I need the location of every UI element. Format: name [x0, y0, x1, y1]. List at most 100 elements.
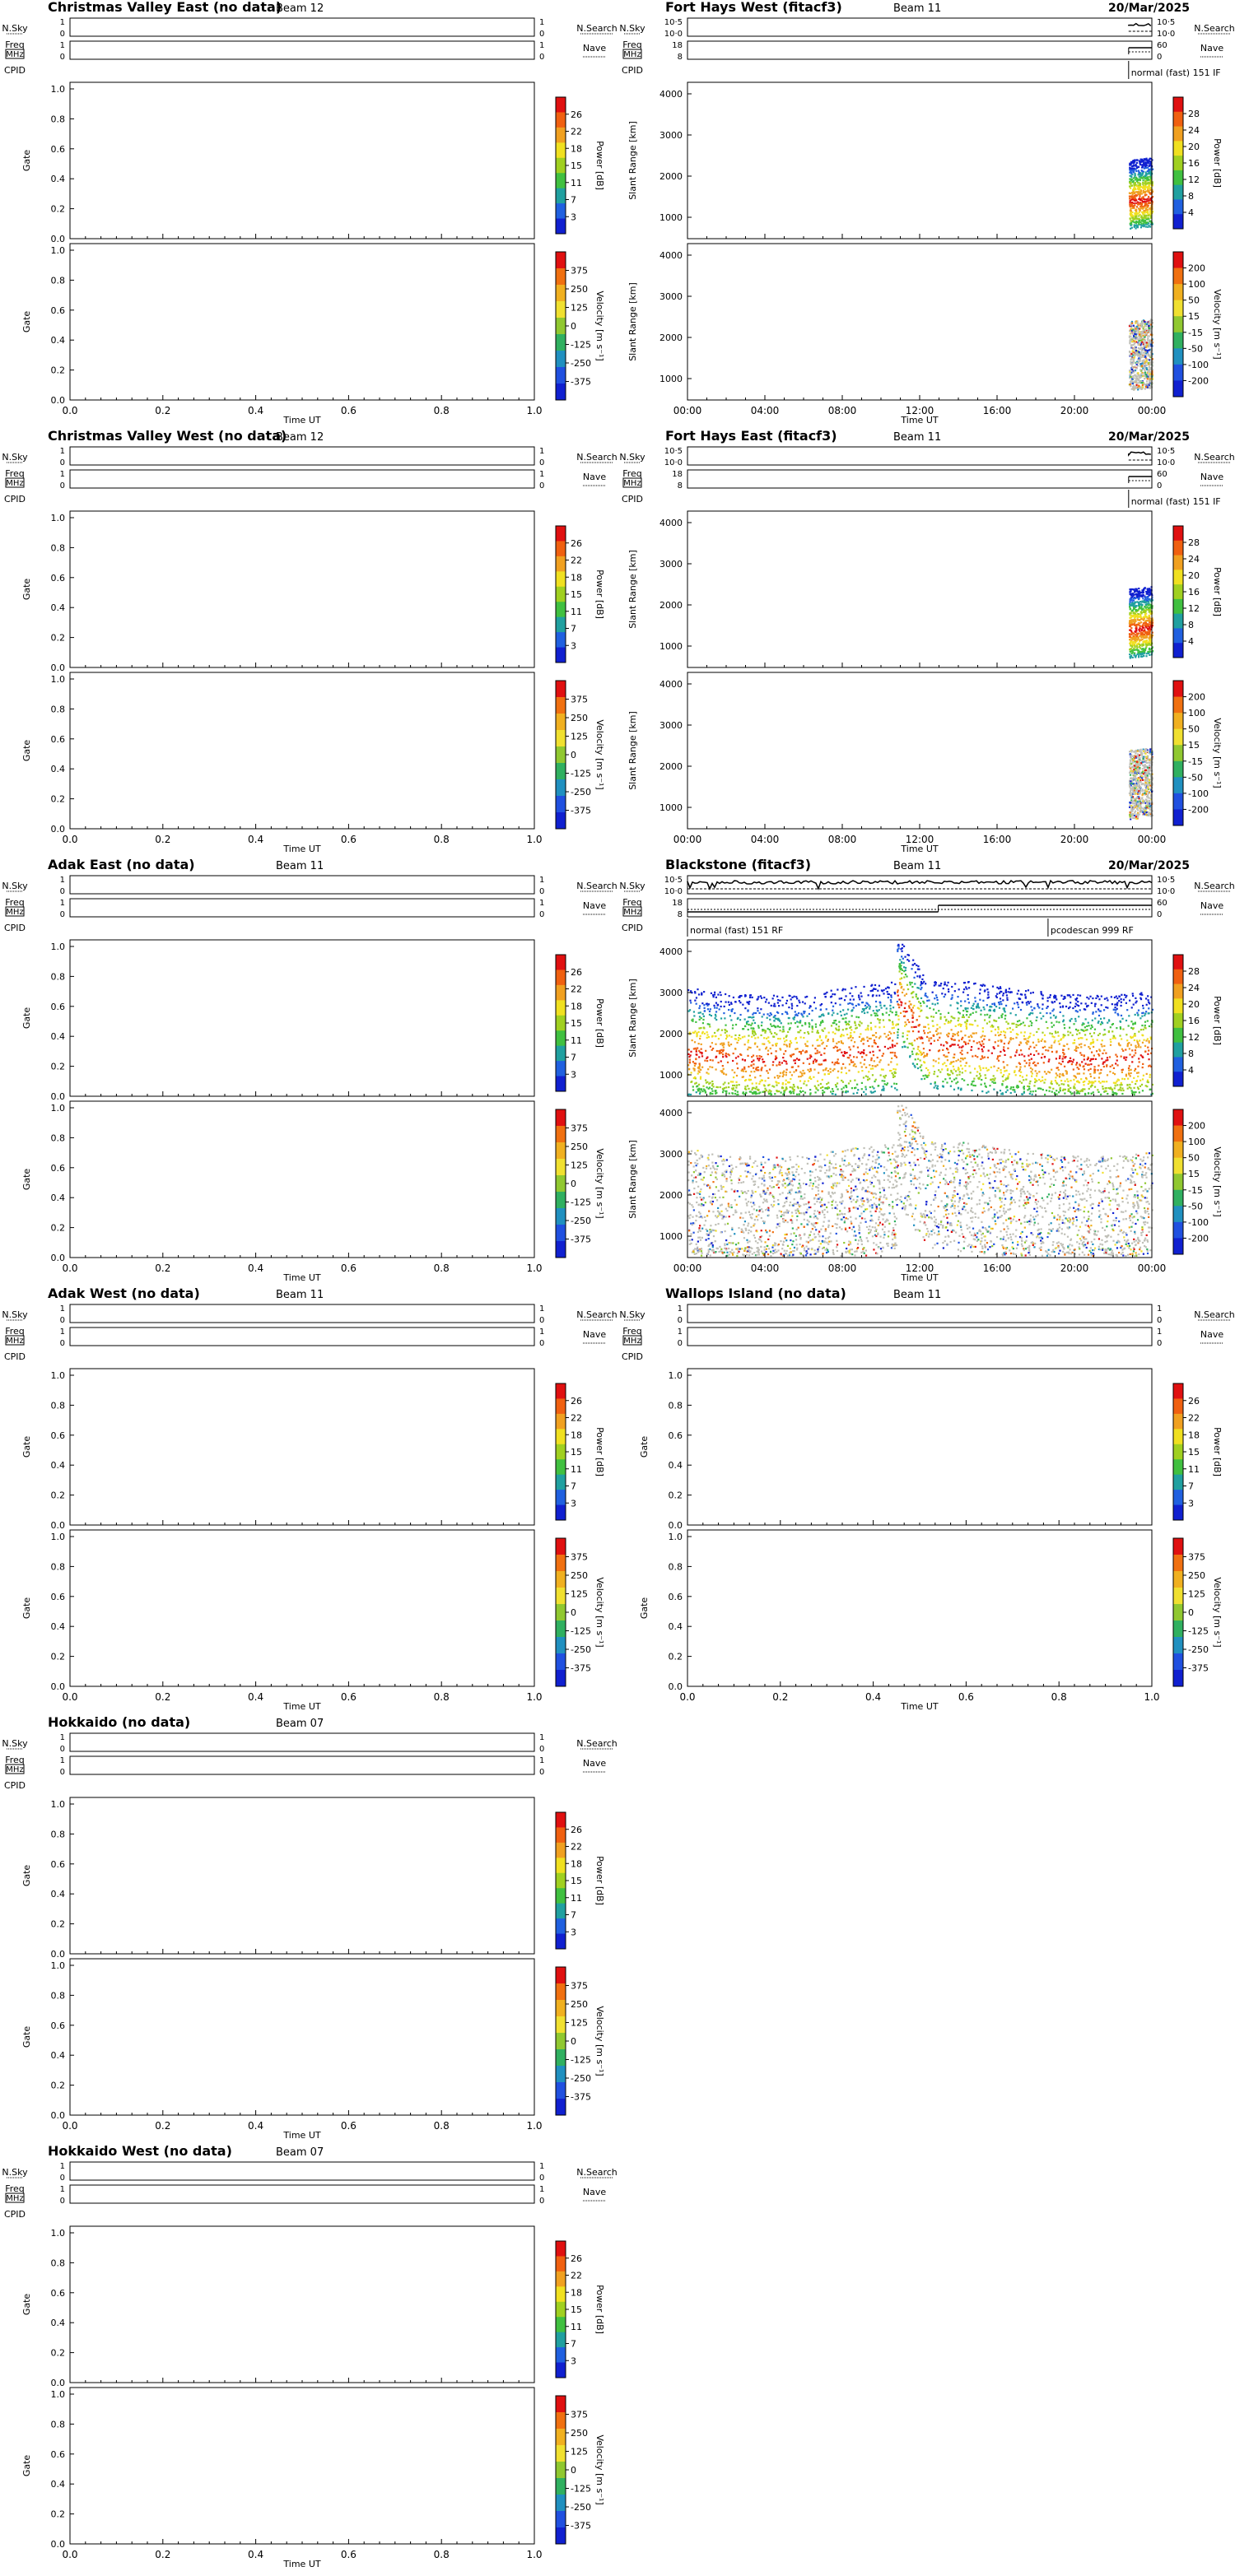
power-scatter-point	[1143, 644, 1144, 646]
gate-axis-label: Gate	[21, 150, 32, 172]
power-scatter-point	[709, 1011, 711, 1012]
velocity-colorbar-tick-label: 375	[571, 1123, 588, 1134]
power-scatter-point	[878, 1022, 880, 1024]
freq-strip	[70, 470, 534, 488]
power-scatter-point	[1103, 1017, 1105, 1019]
power-scatter-point	[959, 1071, 961, 1072]
velocity-scatter-point	[1142, 788, 1144, 790]
velocity-scatter-point	[1144, 790, 1145, 792]
power-scatter-point	[776, 1064, 777, 1066]
power-scatter-point	[832, 1006, 834, 1007]
power-scatter-point	[1147, 198, 1149, 199]
power-scatter-point	[1089, 1048, 1091, 1049]
power-scatter-point	[1046, 1007, 1047, 1009]
power-colorbar-tick-label: 24	[1188, 554, 1200, 565]
velocity-scatter-point	[1149, 378, 1151, 379]
velocity-scatter-point	[1149, 779, 1150, 781]
power-scatter-point	[1145, 226, 1147, 227]
power-scatter-point	[1142, 653, 1144, 654]
power-colorbar-tick-label: 18	[571, 572, 582, 583]
velocity-scatter-point	[1132, 329, 1134, 331]
power-scatter-point	[1029, 1001, 1031, 1002]
power-scatter-point	[729, 995, 730, 997]
velocity-scatter-point	[1136, 352, 1138, 354]
power-scatter-point	[1143, 622, 1144, 624]
power-scatter-point	[1017, 1003, 1018, 1005]
power-scatter-point	[1141, 198, 1143, 199]
power-scatter-point	[770, 1048, 771, 1049]
power-scatter-point	[1133, 644, 1135, 646]
power-scatter-point	[1034, 1081, 1036, 1083]
power-scatter-point	[1130, 220, 1132, 221]
power-scatter-point	[1028, 1055, 1029, 1057]
power-scatter-point	[905, 974, 906, 975]
power-scatter-point	[929, 1031, 930, 1033]
power-scatter-point	[1130, 627, 1132, 629]
power-colorbar-tick-label: 15	[571, 589, 582, 600]
velocity-colorbar-tick-label: 0	[571, 750, 576, 760]
velocity-colorbar-label: Velocity [m s⁻¹]	[594, 291, 605, 360]
power-scatter-point	[703, 1004, 705, 1006]
power-scatter-point	[725, 1032, 726, 1034]
power-scatter-point	[1141, 220, 1143, 221]
power-scatter-point	[708, 1036, 710, 1038]
power-scatter-point	[1139, 196, 1140, 198]
power-scatter-point	[1107, 999, 1108, 1001]
power-scatter-point	[832, 1014, 833, 1016]
gate-tick-label: 0.0	[51, 234, 66, 244]
power-scatter-point	[1144, 1021, 1146, 1023]
power-scatter-point	[837, 1071, 839, 1072]
power-scatter-point	[747, 1049, 748, 1050]
freq-strip	[687, 899, 1152, 917]
power-scatter-point	[1149, 617, 1150, 619]
power-scatter-point	[698, 1007, 700, 1009]
beam-label: Beam 12	[276, 2, 324, 15]
panel-title: Fort Hays West (fitacf3)	[665, 0, 842, 15]
power-scatter-point	[1131, 227, 1133, 229]
power-scatter-point	[1138, 598, 1139, 600]
power-scatter-point	[1113, 1009, 1115, 1011]
velocity-scatter-point	[1148, 344, 1149, 346]
power-scatter-point	[1042, 1080, 1043, 1081]
nsky-label: N.Sky	[619, 452, 645, 463]
power-scatter-point	[1139, 176, 1140, 178]
power-scatter-point	[855, 986, 856, 988]
power-scatter-point	[1138, 1058, 1139, 1059]
power-scatter-point	[1142, 1063, 1144, 1065]
power-scatter-point	[1149, 160, 1150, 162]
power-scatter-point	[1040, 991, 1042, 993]
power-scatter-point	[1130, 624, 1131, 625]
velocity-scatter-point	[1130, 324, 1131, 326]
power-scatter-point	[1060, 1038, 1062, 1039]
velocity-colorbar-swatch	[556, 812, 566, 830]
power-scatter-point	[1143, 1007, 1144, 1009]
velocity-scatter-point	[1141, 797, 1143, 798]
power-colorbar-tick-label: 20	[1188, 570, 1200, 581]
strip-tick-label: 1	[60, 470, 65, 479]
power-scatter-point	[1000, 1051, 1001, 1053]
power-scatter-point	[754, 1043, 756, 1044]
time-tick-label: 0.0	[62, 834, 77, 845]
cpid-text: normal (fast) 151 RF	[690, 925, 783, 936]
velocity-colorbar-tick-label: -125	[571, 769, 591, 779]
gate-tick-label: 1.0	[51, 245, 66, 256]
power-scatter-point	[874, 1081, 875, 1082]
power-scatter-point	[1130, 185, 1132, 187]
velocity-scatter-point	[1144, 371, 1146, 373]
power-scatter-point	[709, 1024, 711, 1025]
power-scatter-point	[1139, 604, 1140, 606]
power-scatter-point	[920, 1059, 921, 1061]
power-scatter-point	[1139, 159, 1141, 160]
power-scatter-point	[851, 988, 852, 989]
power-scatter-point	[946, 984, 948, 986]
velocity-scatter-point	[1136, 362, 1138, 364]
power-scatter-point	[1135, 625, 1137, 627]
power-scatter-point	[998, 1017, 1000, 1019]
power-colorbar-swatch	[556, 587, 566, 602]
strip-tick-label: 10·5	[1157, 18, 1175, 27]
power-scatter-point	[713, 996, 715, 997]
power-scatter-point	[1130, 648, 1131, 649]
panel-title: Christmas Valley East (no data)	[48, 0, 282, 15]
velocity-scatter-point	[1137, 753, 1139, 755]
velocity-scatter-point	[1130, 780, 1131, 782]
